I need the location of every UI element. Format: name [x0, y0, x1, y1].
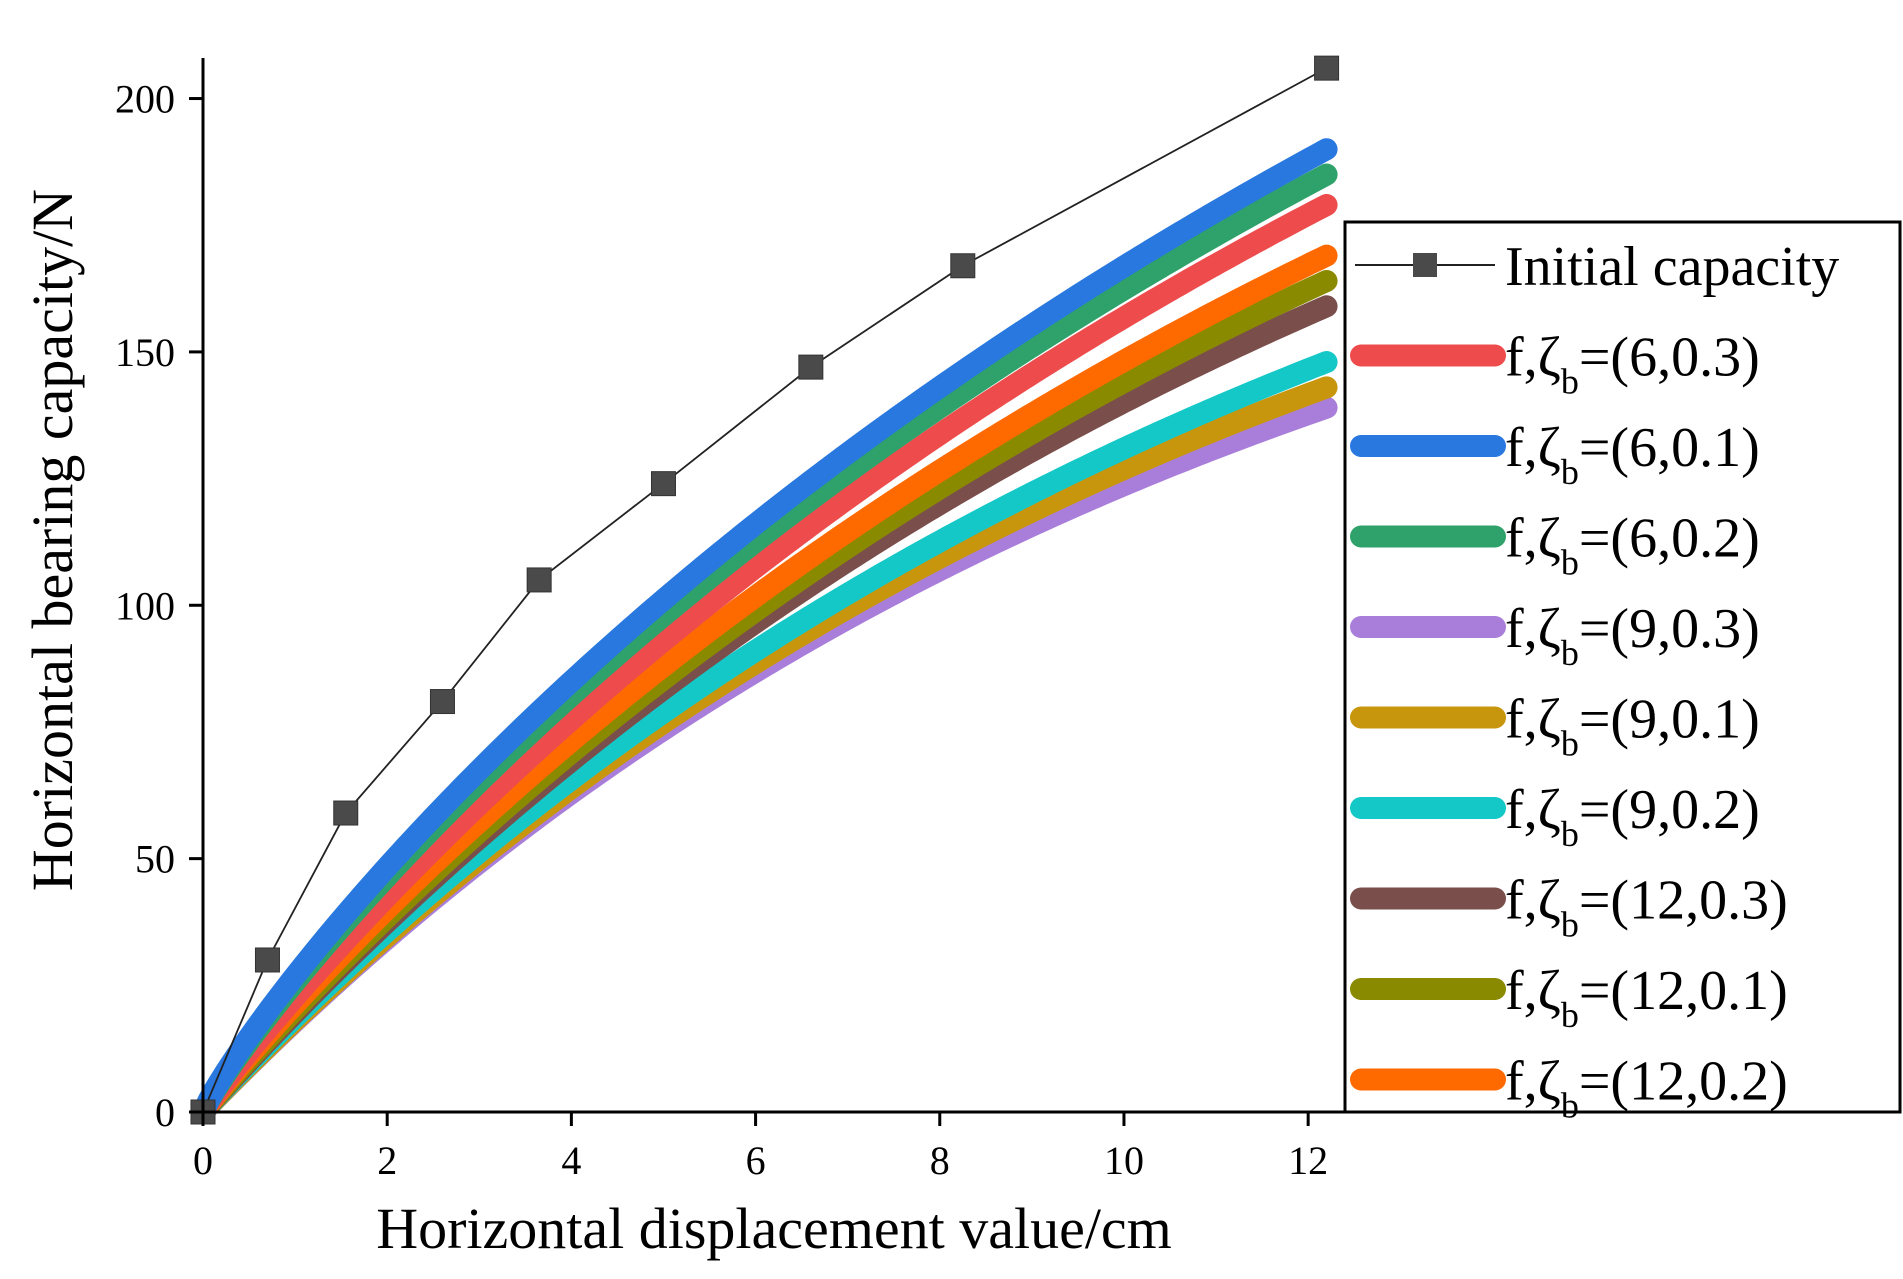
initial-capacity-point — [1314, 55, 1340, 81]
y-axis-label: Horizontal bearing capacity/N — [20, 189, 85, 891]
series-line — [192, 269, 1338, 1123]
y-tick-label: 50 — [135, 837, 175, 882]
legend-label: f,ζb=(12,0.1) — [1505, 960, 1788, 1035]
legend-label: f,ζb=(12,0.2) — [1505, 1051, 1788, 1126]
legend-label: f,ζb=(9,0.3) — [1505, 598, 1760, 673]
x-tick-label: 10 — [1104, 1138, 1144, 1183]
y-tick-label: 100 — [115, 583, 175, 628]
series-line — [192, 193, 1338, 1123]
legend-label: f,ζb=(6,0.2) — [1505, 508, 1760, 583]
legend-box — [1343, 220, 1902, 1114]
series-line — [192, 376, 1338, 1123]
legend-label: f,ζb=(9,0.2) — [1505, 779, 1760, 854]
legend: Initial capacity f,ζb=(6,0.3) f,ζb=(6,0.1)… — [1343, 220, 1902, 1126]
initial-capacity-point — [798, 354, 824, 380]
initial-capacity-point — [650, 471, 676, 497]
x-tick-label: 8 — [930, 1138, 950, 1183]
legend-marker — [1413, 253, 1437, 277]
legend-label: Initial capacity — [1505, 236, 1839, 298]
axes — [201, 58, 1345, 1114]
series-line — [192, 138, 1338, 1123]
y-tick-label: 0 — [155, 1090, 175, 1135]
initial-capacity-point — [429, 689, 455, 715]
plot-area — [190, 55, 1340, 1125]
y-tick-label: 150 — [115, 330, 175, 375]
x-tick-label: 2 — [377, 1138, 397, 1183]
initial-capacity-point — [254, 947, 280, 973]
legend-label: f,ζb=(9,0.1) — [1505, 689, 1760, 764]
legend-label: f,ζb=(12,0.3) — [1505, 870, 1788, 945]
x-tick-label: 12 — [1288, 1138, 1328, 1183]
x-tick-label: 4 — [561, 1138, 581, 1183]
legend-label: f,ζb=(6,0.1) — [1505, 417, 1760, 492]
initial-capacity-point — [333, 800, 359, 826]
initial-capacity-point — [526, 567, 552, 593]
x-axis-label: Horizontal displacement value/cm — [376, 1196, 1172, 1261]
initial-capacity-point — [950, 253, 976, 279]
legend-label: f,ζb=(6,0.3) — [1505, 327, 1760, 402]
y-tick-label: 200 — [115, 77, 175, 122]
ticks: 0 2 4 6 8 10 12 0 50 100 150 200 — [115, 77, 1328, 1183]
x-tick-label: 0 — [193, 1138, 213, 1183]
x-tick-label: 6 — [746, 1138, 766, 1183]
